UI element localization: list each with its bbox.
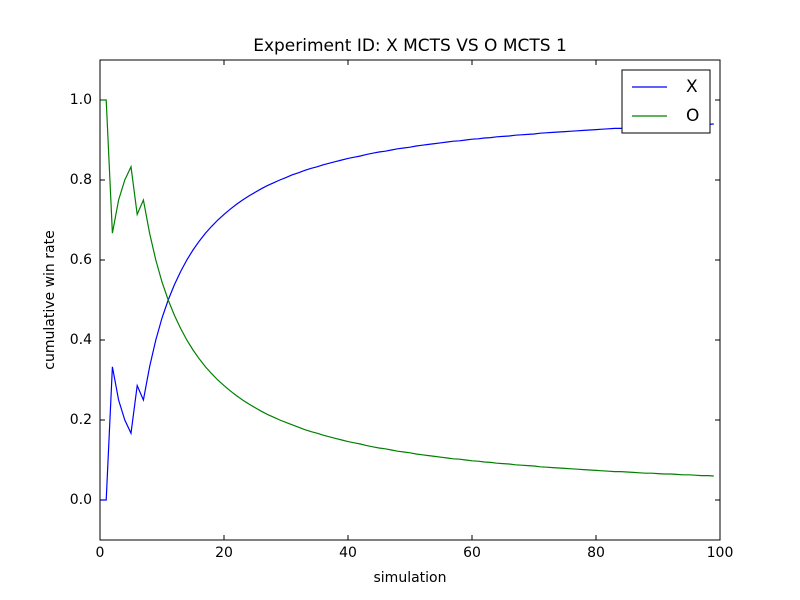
y-tick-label: 0.2 — [70, 412, 92, 428]
x-tick-label: 80 — [587, 545, 605, 561]
series-line — [100, 123, 714, 501]
y-tick-label: 0.0 — [70, 492, 92, 508]
x-tick-label: 40 — [339, 545, 357, 561]
x-axis-label: simulation — [374, 570, 447, 586]
y-tick-label: 1.0 — [70, 92, 92, 108]
x-tick-label: 60 — [463, 545, 481, 561]
legend-label: O — [686, 106, 699, 126]
y-tick-label: 0.6 — [70, 252, 92, 268]
chart-title: Experiment ID: X MCTS VS O MCTS 1 — [253, 36, 567, 56]
y-axis-label: cumulative win rate — [42, 230, 58, 369]
x-tick-label: 0 — [96, 545, 105, 561]
legend-box — [621, 69, 711, 134]
series-line — [100, 99, 714, 477]
x-tick-label: 100 — [707, 545, 734, 561]
legend-label: X — [686, 77, 698, 97]
y-tick-label: 0.4 — [70, 332, 92, 348]
x-tick-label: 20 — [215, 545, 233, 561]
plot-frame — [99, 59, 721, 541]
y-tick-label: 0.8 — [70, 172, 92, 188]
